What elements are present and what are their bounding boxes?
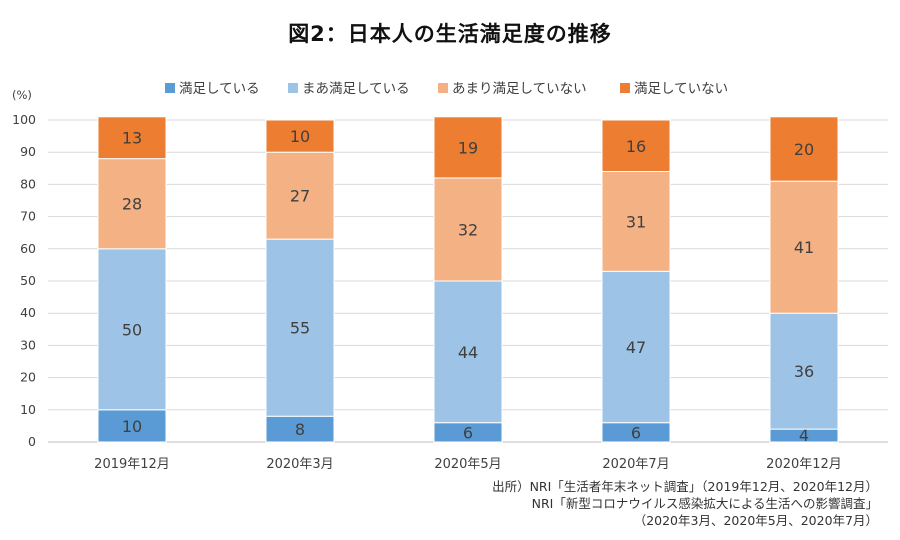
source-line-1: 出所）NRI「生活者年末ネット調査」（2019年12月、2020年12月） [492,479,878,494]
data-label: 41 [794,238,814,257]
bar-segment [769,312,839,430]
x-tick-label: 2019年12月 [94,457,170,472]
data-label: 6 [463,423,473,442]
y-tick-label: 0 [28,434,36,449]
chart-title: 図2：日本人の生活満足度の推移 [288,22,612,46]
y-tick-label: 10 [20,402,36,417]
bar-segment [265,415,335,443]
source-note: 出所）NRI「生活者年末ネット調査」（2019年12月、2020年12月） NR… [492,478,878,529]
y-tick-label: 30 [20,337,36,352]
source-line-3: （2020年3月、2020年5月、2020年7月） [633,513,878,528]
bar-segment [601,119,671,173]
y-tick-label: 40 [20,305,36,320]
bar-segment [769,180,839,314]
data-label: 27 [290,187,310,206]
bar-segment [769,116,839,182]
bar-segment [433,280,503,424]
data-label: 6 [631,423,641,442]
data-label: 10 [290,127,310,146]
legend-label: あまり満足していない [452,81,587,97]
data-label: 20 [794,140,814,159]
data-label: 10 [122,417,142,436]
data-label: 50 [122,320,142,339]
x-tick-label: 2020年12月 [766,457,842,472]
y-tick-label: 50 [20,273,36,288]
y-tick-label: 100 [12,112,36,127]
bar-segment [97,409,167,443]
bar-segment [97,116,167,160]
y-tick-label: 20 [20,370,36,385]
stacked-bar-chart: 0 10 20 30 40 50 60 70 80 90 100 (%) 10 50 28 13 2019年12… [12,81,888,472]
bar-segment [97,248,167,411]
x-tick-label: 2020年3月 [266,457,333,472]
y-tick-label: 80 [20,176,36,191]
data-label: 13 [122,129,142,148]
data-label: 28 [122,195,142,214]
y-unit-label: (%) [12,88,32,102]
data-label: 44 [458,343,478,362]
legend-swatch [438,83,448,93]
legend-label: まあ満足している [302,81,410,97]
data-label: 4 [799,426,809,445]
data-label: 8 [295,420,305,439]
data-label: 19 [458,138,478,157]
bar-segment [601,270,671,424]
y-tick-label: 60 [20,241,36,256]
data-label: 16 [626,137,646,156]
y-tick-label: 70 [20,209,36,224]
legend-label: 満足している [179,81,260,97]
bar-segment [433,116,503,179]
data-label: 47 [626,338,646,357]
legend-swatch [165,83,175,93]
data-label: 55 [290,319,310,338]
bar-segment [265,151,335,240]
y-tick-label: 90 [20,144,36,159]
data-label: 31 [626,212,646,231]
bar-segment [97,158,167,250]
legend-label: 満足していない [634,81,728,97]
legend-swatch [620,83,630,93]
bar-segment [265,119,335,153]
bar-segment [601,171,671,272]
data-label: 36 [794,362,814,381]
x-tick-label: 2020年5月 [434,457,501,472]
legend-swatch [288,83,298,93]
data-label: 32 [458,220,478,239]
x-tick-label: 2020年7月 [602,457,669,472]
bar-segment [433,177,503,282]
source-line-2: NRI「新型コロナウイルス感染拡大による生活への影響調査」 [531,496,878,511]
bar-segment [265,238,335,417]
